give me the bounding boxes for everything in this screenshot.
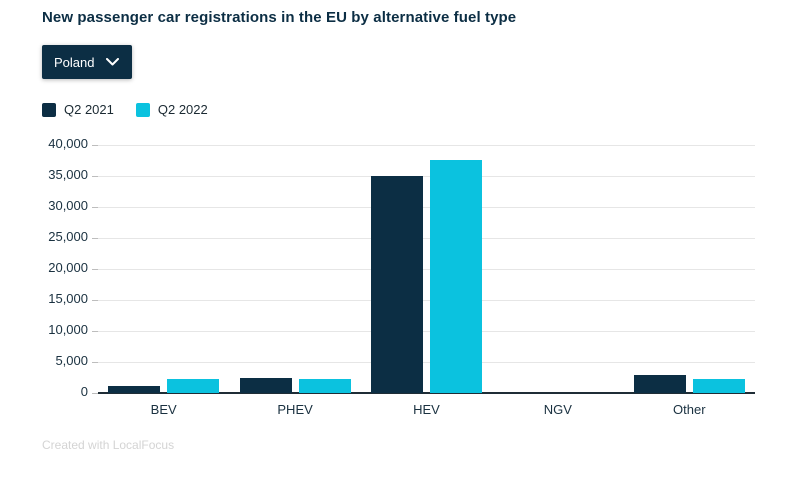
y-tick-label: 30,000: [48, 198, 88, 213]
y-axis-tick: [92, 237, 98, 239]
y-tick-label: 20,000: [48, 260, 88, 275]
gridline: [98, 268, 755, 270]
bar-q2-2021-other[interactable]: [633, 375, 686, 393]
gridline: [98, 237, 755, 239]
y-axis-tick: [92, 175, 98, 177]
y-axis-tick: [92, 330, 98, 332]
legend-label-q2-2021: Q2 2021: [64, 102, 114, 117]
y-tick-label: 5,000: [55, 353, 88, 368]
chart-title: New passenger car registrations in the E…: [42, 9, 517, 26]
legend: Q2 2021 Q2 2022: [42, 102, 208, 117]
y-axis-tick: [92, 299, 98, 301]
y-tick-label: 25,000: [48, 229, 88, 244]
y-tick-label: 40,000: [48, 136, 88, 151]
legend-swatch-q2-2022: [135, 102, 150, 117]
legend-label-q2-2022: Q2 2022: [157, 102, 208, 117]
x-axis-label-phev: PHEV: [277, 402, 313, 417]
y-axis-tick: [92, 206, 98, 208]
y-axis-tick: [92, 392, 98, 394]
bar-q2-2021-hev[interactable]: [371, 176, 423, 393]
y-tick-label: 15,000: [48, 291, 88, 306]
legend-item-q2-2021: Q2 2021: [42, 102, 114, 117]
y-tick-label: 0: [80, 384, 88, 399]
gridline: [98, 144, 755, 146]
bar-q2-2022-hev[interactable]: [430, 159, 482, 393]
gridline: [98, 299, 755, 301]
bar-q2-2022-other[interactable]: [692, 379, 745, 393]
credit-text: Created with LocalFocus: [42, 438, 175, 452]
y-tick-label: 10,000: [48, 322, 88, 337]
y-axis-tick: [92, 361, 98, 363]
gridline: [98, 175, 755, 177]
bar-q2-2022-phev[interactable]: [298, 379, 351, 393]
y-axis-tick: [92, 268, 98, 270]
bar-q2-2021-bev[interactable]: [108, 385, 161, 393]
x-axis-line: [98, 392, 755, 394]
country-dropdown-value: Poland: [54, 54, 95, 70]
gridline: [98, 206, 755, 208]
x-axis-label-other: Other: [673, 402, 706, 417]
x-axis-label-hev: HEV: [413, 402, 440, 417]
y-tick-label: 35,000: [48, 167, 88, 182]
country-dropdown[interactable]: Poland: [42, 45, 132, 79]
gridline: [98, 330, 755, 332]
y-axis-tick: [92, 144, 98, 146]
gridline: [98, 361, 755, 363]
bar-q2-2022-bev[interactable]: [167, 378, 220, 393]
legend-item-q2-2022: Q2 2022: [135, 102, 208, 117]
bar-q2-2021-phev[interactable]: [239, 378, 292, 393]
x-axis-label-ngv: NGV: [543, 402, 572, 417]
legend-swatch-q2-2021: [42, 102, 56, 117]
chevron-down-icon: [106, 58, 120, 66]
x-axis-label-bev: BEV: [150, 402, 177, 417]
plot-area: [92, 144, 755, 394]
